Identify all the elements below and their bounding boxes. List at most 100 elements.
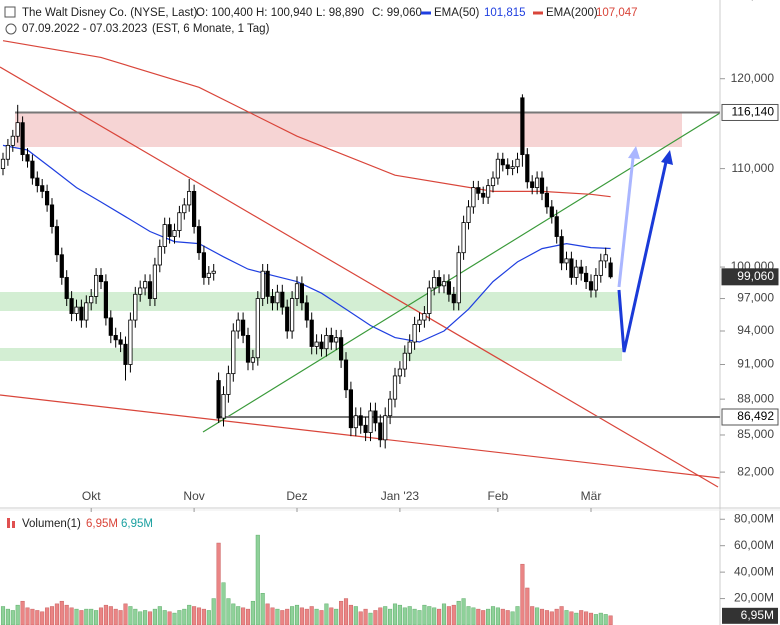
volume-bar xyxy=(226,598,231,625)
candle-body xyxy=(392,375,398,400)
candle-body xyxy=(0,158,6,169)
volume-bar xyxy=(118,610,123,625)
volume-bar xyxy=(593,614,598,625)
volume-bar xyxy=(348,604,353,625)
volume-bar xyxy=(402,607,407,625)
ohlc-label: O: 100,400 xyxy=(196,7,253,19)
candle-body xyxy=(294,283,300,299)
x-tick-label: Jan '23 xyxy=(381,489,420,503)
volume-bar xyxy=(451,604,456,625)
candle-body xyxy=(564,258,569,264)
candle-body xyxy=(397,368,403,377)
candle-body xyxy=(270,296,275,304)
candle-body xyxy=(255,298,260,359)
trend-line xyxy=(202,112,721,433)
candle-body xyxy=(103,281,108,319)
candle-body xyxy=(138,287,143,295)
volume-bar xyxy=(192,606,197,625)
volume-bar xyxy=(358,611,363,625)
volume-bar xyxy=(500,608,505,625)
subtitle: 07.09.2022 - 07.03.2023 xyxy=(22,23,147,35)
volume-bar xyxy=(505,610,510,625)
candle-body xyxy=(436,277,442,287)
candle-body xyxy=(49,204,55,227)
trend-line xyxy=(0,394,721,479)
volume-bar xyxy=(280,610,285,625)
candle-body xyxy=(530,181,535,188)
candle-body xyxy=(226,373,231,395)
volume-bar xyxy=(383,606,388,625)
candle-body xyxy=(495,158,501,179)
volume-bar xyxy=(25,607,30,625)
volume-bar xyxy=(363,608,368,625)
candle-body xyxy=(299,283,305,304)
volume-bar xyxy=(339,600,344,625)
volume-bar xyxy=(334,608,339,625)
chart-title: The Walt Disney Co. (NYSE, Last) xyxy=(22,7,197,19)
legend-label: EMA(50) xyxy=(434,7,480,19)
volume-bar xyxy=(495,607,500,625)
volume-bar xyxy=(564,610,569,625)
price-box-label: 116,140 xyxy=(732,105,775,119)
volume-bar xyxy=(15,604,20,625)
candle-body xyxy=(324,335,329,350)
volume-bar xyxy=(265,603,270,625)
candle-body xyxy=(10,135,15,146)
candle-body xyxy=(579,266,584,274)
y-tick-label: 60,00M xyxy=(734,538,774,552)
candle-body xyxy=(378,422,383,441)
candle-body xyxy=(319,341,324,350)
candle-body xyxy=(177,212,182,231)
legend-value: 107,047 xyxy=(596,7,638,19)
volume-bar xyxy=(343,598,349,625)
volume-bar xyxy=(294,604,300,625)
candle-body xyxy=(554,216,559,237)
volume-bar xyxy=(275,608,280,625)
volume-bar xyxy=(94,610,99,625)
volume-bar xyxy=(299,607,304,625)
arrow-head xyxy=(628,146,640,159)
forecast-arrow xyxy=(617,161,668,353)
volume-bar xyxy=(461,598,466,625)
candle-body xyxy=(133,293,138,321)
support-zone xyxy=(0,348,622,361)
volume-bar xyxy=(539,608,545,625)
candle-body xyxy=(608,262,613,278)
candle-body xyxy=(476,187,481,194)
volume-bar xyxy=(84,608,89,625)
ohlc-label: C: 99,060 xyxy=(372,7,422,19)
x-tick-label: Mär xyxy=(581,489,602,503)
volume-bar xyxy=(309,606,314,625)
candle-body xyxy=(441,281,447,287)
volume-bar xyxy=(30,608,35,625)
volume-bar xyxy=(201,608,206,625)
volume-bar xyxy=(559,606,564,625)
candle-body xyxy=(142,281,148,289)
volume-bar xyxy=(206,610,211,625)
candle-body xyxy=(289,298,295,332)
candle-body xyxy=(187,190,192,206)
volume-bar xyxy=(432,607,437,625)
volume-bar xyxy=(221,582,226,625)
candle-body xyxy=(598,260,603,276)
volume-bar xyxy=(510,611,515,625)
candle-body xyxy=(25,154,30,162)
volume-bar xyxy=(554,608,559,625)
volume-bar xyxy=(133,608,138,625)
candle-body xyxy=(520,97,525,156)
volume-bar xyxy=(584,611,589,625)
volume-bar xyxy=(285,608,290,625)
candle-body xyxy=(280,291,285,308)
volume-bar xyxy=(417,610,422,625)
volume-bar xyxy=(603,614,608,625)
volume-bar xyxy=(441,603,447,625)
volume-bar xyxy=(35,610,40,625)
volume-bar xyxy=(216,542,221,625)
volume-bar xyxy=(378,607,383,625)
y-tick-label: 40,00M xyxy=(734,564,774,578)
volume-bar xyxy=(407,606,412,625)
candle-body xyxy=(5,144,10,160)
y-tick-label: 82,000 xyxy=(737,464,774,478)
candle-body xyxy=(525,154,530,183)
